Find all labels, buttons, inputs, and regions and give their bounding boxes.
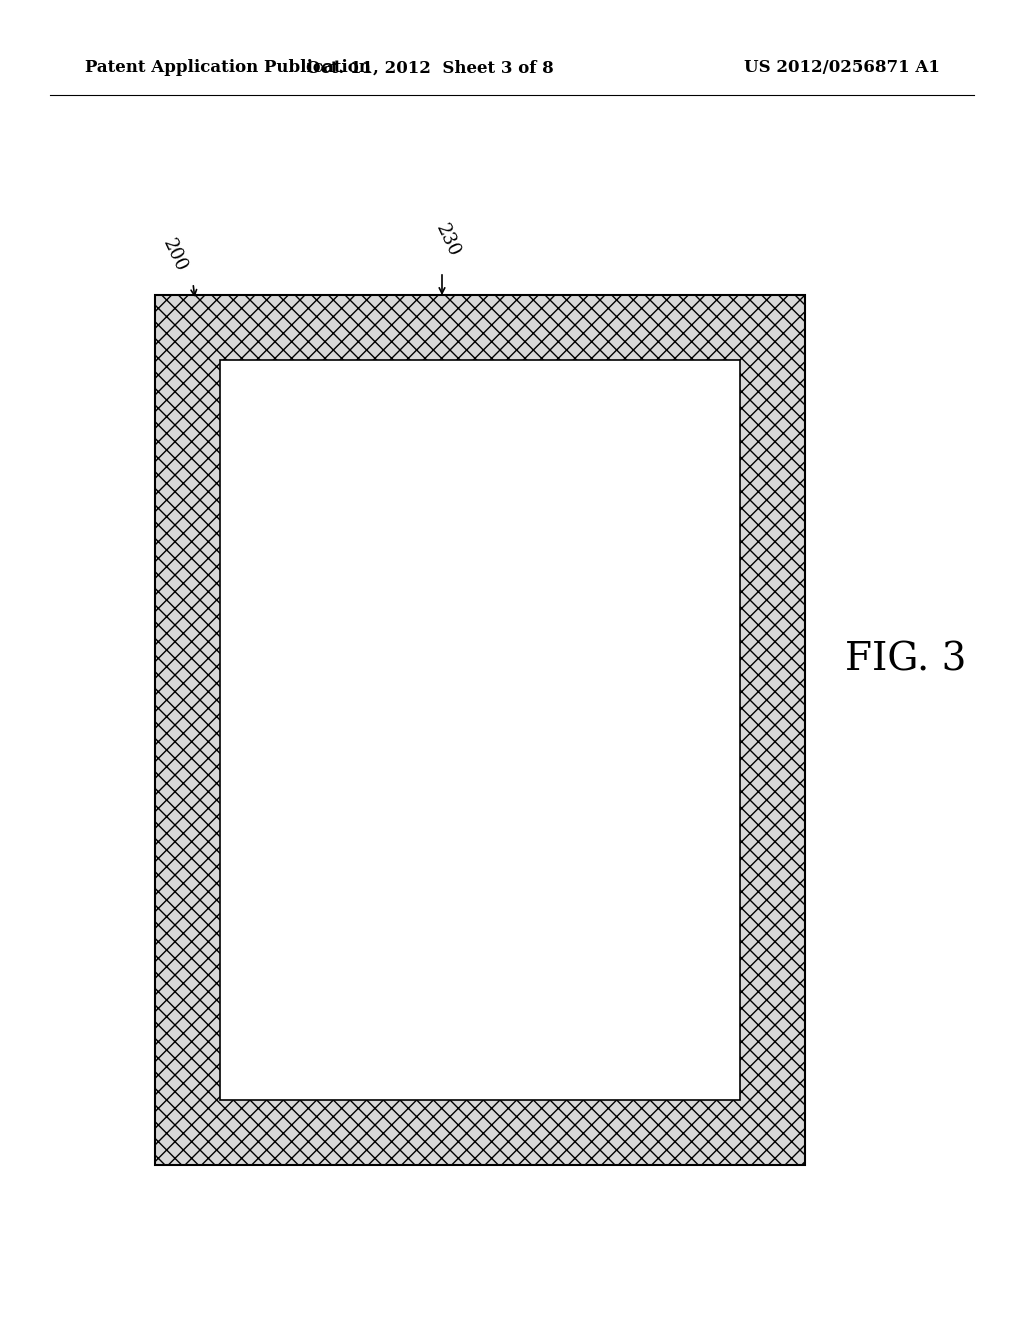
Text: 200: 200	[160, 235, 190, 275]
Text: Oct. 11, 2012  Sheet 3 of 8: Oct. 11, 2012 Sheet 3 of 8	[306, 59, 554, 77]
Text: 230: 230	[432, 220, 464, 260]
Bar	[220, 360, 740, 1100]
Bar	[155, 294, 805, 1166]
Text: US 2012/0256871 A1: US 2012/0256871 A1	[744, 59, 940, 77]
Text: FIG. 3: FIG. 3	[845, 642, 967, 678]
Text: Patent Application Publication: Patent Application Publication	[85, 59, 371, 77]
